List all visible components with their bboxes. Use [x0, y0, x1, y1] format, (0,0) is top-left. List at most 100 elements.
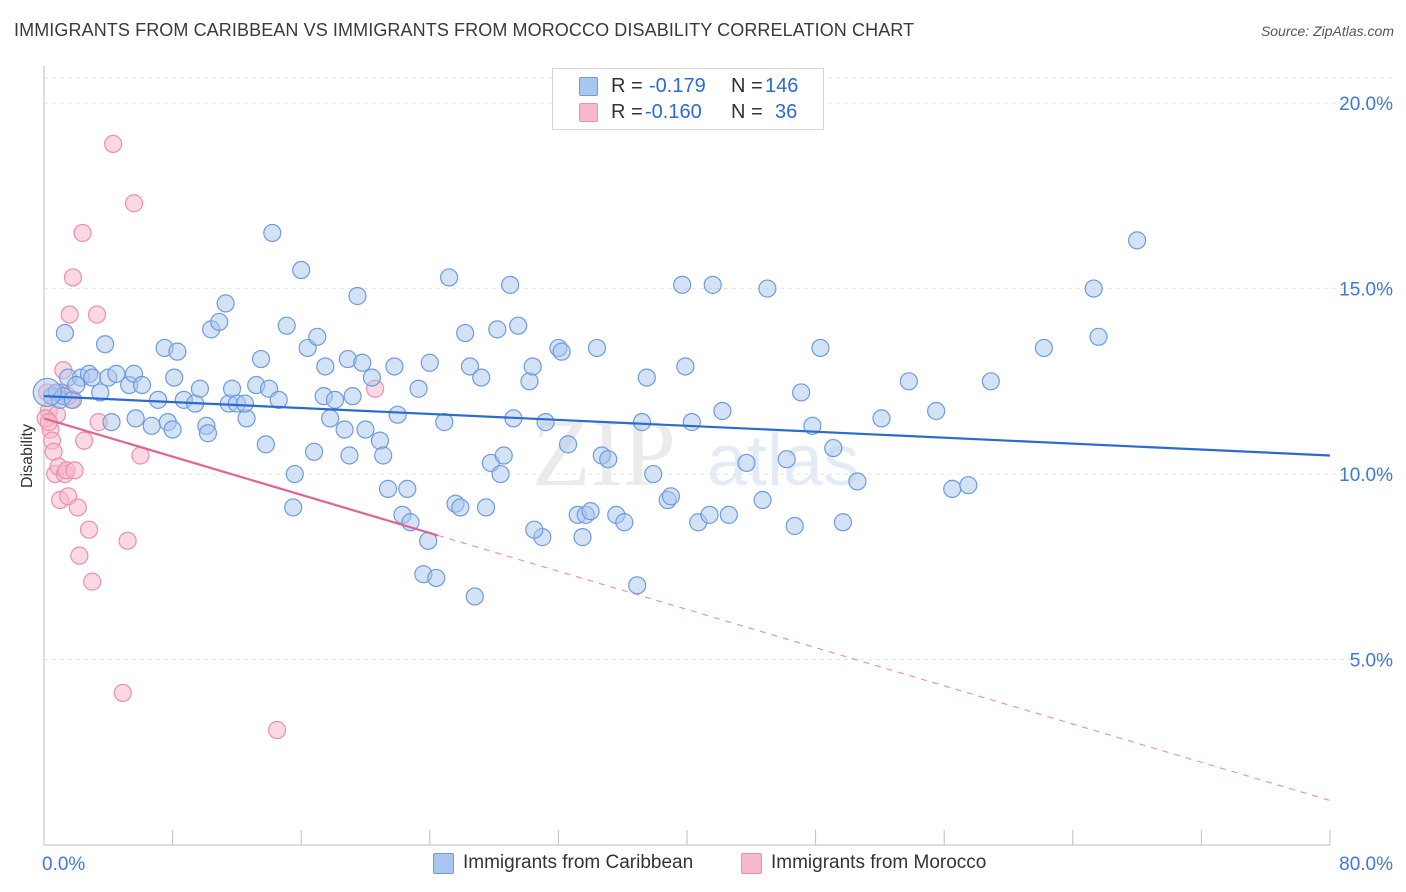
legend-swatch-caribbean [579, 77, 598, 96]
data-point-caribbean [673, 275, 692, 294]
data-point-caribbean [451, 498, 470, 517]
data-point-caribbean [210, 312, 229, 332]
data-point-caribbean [525, 520, 544, 539]
data-point-caribbean [753, 490, 772, 510]
data-point-caribbean [420, 353, 439, 372]
data-point-caribbean [348, 286, 367, 306]
data-point-caribbean [91, 383, 110, 402]
legend-n-label: N = [731, 101, 763, 123]
data-point-caribbean [269, 390, 288, 409]
data-point-caribbean [67, 375, 86, 395]
data-point-morocco [83, 572, 102, 591]
data-point-caribbean [55, 323, 74, 343]
data-point-caribbean [520, 372, 539, 391]
data-point-caribbean [378, 479, 398, 498]
y-tick-label: 5.0% [1350, 651, 1393, 672]
data-point-morocco [104, 134, 123, 153]
grid-lines [44, 77, 1393, 661]
data-point-caribbean [872, 409, 891, 428]
data-point-caribbean [263, 223, 282, 243]
data-point-caribbean [277, 316, 296, 335]
data-point-caribbean [737, 453, 756, 473]
data-point-caribbean [1127, 231, 1147, 250]
data-point-caribbean [343, 387, 362, 406]
data-point-caribbean [494, 446, 513, 465]
data-point-caribbean [388, 405, 407, 424]
data-point-caribbean [700, 505, 719, 524]
data-point-caribbean [149, 390, 168, 409]
data-point-morocco [87, 305, 107, 324]
legend-r-value: -0.179 [649, 75, 706, 97]
data-point-caribbean [409, 379, 428, 398]
data-point-caribbean [899, 372, 918, 391]
data-point-caribbean [32, 377, 62, 408]
watermark: ZIP atlas [532, 399, 859, 506]
data-point-caribbean [927, 401, 946, 421]
data-point-caribbean [465, 587, 484, 606]
data-point-caribbean [803, 416, 822, 435]
data-point-caribbean [785, 516, 804, 536]
data-point-caribbean [1034, 338, 1053, 358]
source-label: Source: ZipAtlas.com [1260, 23, 1394, 39]
data-point-caribbean [848, 472, 867, 491]
data-point-caribbean [509, 316, 528, 335]
data-point-caribbean [632, 413, 652, 432]
data-point-caribbean [491, 464, 510, 484]
x-tick-labels: 0.0% 80.0% [42, 854, 1393, 875]
data-point-caribbean [198, 424, 218, 443]
y-tick-label: 15.0% [1339, 280, 1393, 301]
y-tick-label: 10.0% [1339, 465, 1393, 486]
data-point-caribbean [536, 413, 555, 432]
axes [43, 66, 1331, 846]
data-point-caribbean [353, 353, 372, 372]
data-point-caribbean [719, 505, 738, 524]
data-point-caribbean [83, 368, 102, 387]
data-point-caribbean [501, 275, 520, 294]
data-point-caribbean [628, 576, 647, 595]
data-point-caribbean [476, 498, 496, 517]
data-point-morocco [113, 683, 132, 703]
legend-r-label: R = [611, 101, 643, 123]
data-point-caribbean [235, 394, 255, 413]
data-point-caribbean [661, 487, 681, 506]
data-point-caribbean [304, 442, 324, 461]
data-point-caribbean [833, 513, 853, 532]
data-point-caribbean [615, 513, 634, 532]
data-point-caribbean [1089, 327, 1108, 346]
data-point-morocco [79, 520, 99, 539]
legend-r-value: -0.160 [645, 101, 702, 123]
legend-label-morocco: Immigrants from Morocco [771, 852, 987, 873]
y-tick-label: 20.0% [1339, 94, 1393, 115]
data-point-caribbean [362, 368, 382, 387]
trend-line-caribbean [43, 395, 1331, 457]
data-point-caribbean [427, 568, 446, 588]
data-point-caribbean [456, 323, 475, 343]
data-point-caribbean [126, 409, 145, 428]
correlation-legend: R = -0.179 N = 146 R = -0.160 N = 36 [552, 68, 824, 130]
data-point-caribbean [316, 357, 335, 376]
data-point-caribbean [356, 420, 375, 439]
data-point-caribbean [385, 357, 404, 376]
data-point-caribbean [95, 335, 115, 354]
x-tick-label: 80.0% [1339, 854, 1393, 875]
data-point-morocco [65, 461, 84, 480]
data-point-morocco [60, 305, 79, 324]
data-point-caribbean [142, 416, 161, 435]
data-point-caribbean [713, 401, 732, 421]
legend-r-label: R = [611, 75, 643, 97]
data-point-caribbean [824, 438, 843, 458]
data-point-caribbean [335, 420, 354, 439]
data-point-caribbean [581, 502, 600, 521]
data-point-caribbean [472, 368, 491, 387]
data-point-caribbean [308, 327, 327, 346]
data-point-caribbean [256, 435, 275, 454]
y-tick-labels: 5.0% 10.0% 15.0% 20.0% [1339, 94, 1393, 671]
data-point-caribbean [439, 268, 459, 287]
data-point-caribbean [285, 464, 304, 484]
data-point-morocco [70, 546, 89, 565]
data-point-caribbean [284, 498, 303, 517]
legend-n-value: 146 [765, 75, 799, 97]
trend-line-morocco-extrapolated [437, 534, 1331, 802]
data-point-caribbean [599, 450, 618, 469]
